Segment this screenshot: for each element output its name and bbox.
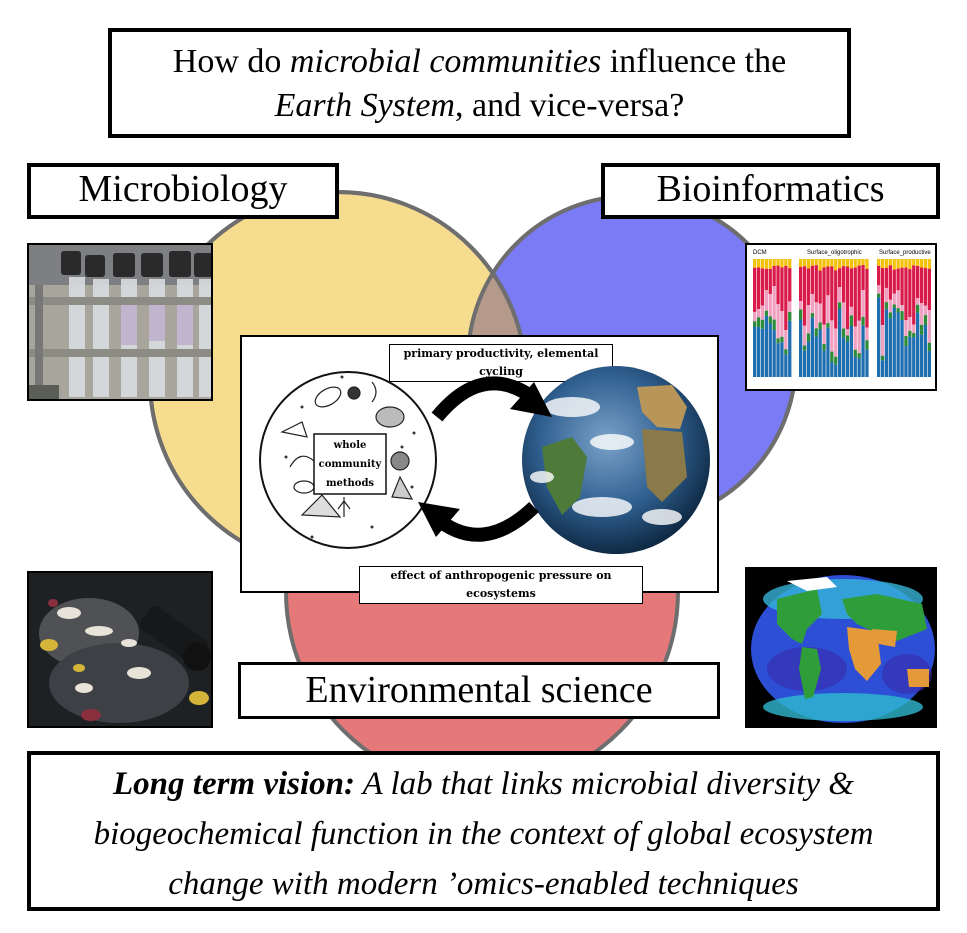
environmental-science-label: Environmental science: [238, 662, 720, 719]
vision-line-1: Long term vision: A lab that links micro…: [31, 759, 936, 809]
world-map-image: [747, 569, 935, 726]
deep-sea-vent-photo: [27, 571, 213, 728]
center-schematic-panel: primary productivity, elemental cycling …: [240, 335, 719, 604]
upper-arrowhead: [510, 382, 552, 417]
vision-line-3: change with modern ’omics-enabled techni…: [168, 866, 799, 902]
lower-arrowhead: [418, 502, 460, 537]
bottom-process-label: effect of anthropogenic pressure on ecos…: [359, 566, 643, 604]
barchart-group-label: Surface_productive: [879, 250, 931, 256]
taxonomy-barchart-image: DCM Surface_oligotrophic Surface_product…: [745, 243, 937, 391]
barchart-group-label: DCM: [753, 250, 767, 256]
community-label-line: whole: [333, 440, 367, 451]
question-line-1: How do microbial communities influence t…: [112, 40, 847, 84]
upper-cycle-arrow: [431, 376, 537, 422]
community-label-line: methods: [325, 478, 375, 489]
question-middle: influence the: [601, 43, 787, 80]
question-suffix: , and vice-versa?: [454, 87, 685, 124]
earth-clouds: [530, 397, 682, 525]
bioinformatics-label: Bioinformatics: [601, 163, 940, 219]
question-prefix: How do: [172, 43, 290, 80]
feedback-schematic: [259, 366, 710, 554]
question-term-earth: Earth System: [274, 87, 455, 124]
community-label-box: [313, 433, 387, 495]
tube-rack-image: [29, 245, 211, 399]
vision-line-2: biogeochemical function in the context o…: [93, 816, 874, 852]
stacked-barchart: DCM Surface_oligotrophic Surface_product…: [753, 250, 931, 377]
vision-statement-box: Long term vision: A lab that links micro…: [27, 751, 940, 911]
barchart-group-label: Surface_oligotrophic: [807, 250, 862, 256]
vent-scene-image: [29, 573, 211, 726]
question-box: How do microbial communities influence t…: [108, 28, 851, 138]
vision-lead: Long term vision:: [113, 766, 356, 802]
community-label-line: community: [318, 459, 382, 470]
global-chlorophyll-map: [745, 567, 937, 728]
microbe-drawings: [280, 381, 414, 518]
earth-land: [542, 385, 687, 515]
microbiology-label: Microbiology: [27, 163, 339, 219]
question-line-2: Earth System, and vice-versa?: [112, 84, 847, 128]
vision-text: A lab that links microbial diversity &: [355, 766, 854, 802]
lab-tubes-photo: [27, 243, 213, 401]
question-term-microbial: microbial communities: [289, 43, 602, 80]
microbe-dots: [284, 375, 416, 539]
community-label: whole community methods: [314, 436, 386, 494]
